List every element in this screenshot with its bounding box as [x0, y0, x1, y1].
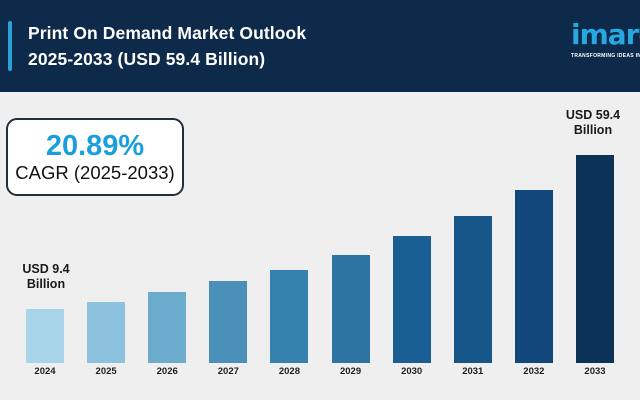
- title-accent-bar: [8, 21, 12, 71]
- imarc-logo: imarc TRANSFORMING IDEAS INTO IMPACT: [571, 18, 640, 60]
- bar-2033: [575, 155, 614, 363]
- bar-column-2029: 2029: [331, 255, 370, 378]
- bar-column-2032: 2032: [514, 190, 553, 378]
- bar-column-2027: 2027: [209, 281, 248, 378]
- page-title-line2: 2025-2033 (USD 59.4 Billion): [28, 49, 266, 69]
- imarc-logo-wordmark: imarc: [571, 18, 640, 51]
- page-title: Print On Demand Market Outlook 2025-2033…: [28, 20, 306, 72]
- x-tick-label-2029: 2029: [339, 366, 362, 377]
- end-value-line1: USD 59.4: [565, 108, 621, 122]
- x-tick-label-2027: 2027: [217, 366, 239, 377]
- bar-2027: [209, 281, 248, 363]
- start-value-annotation: USD 9.4 Billion: [1, 262, 91, 292]
- cagr-badge: 20.89% CAGR (2025-2033): [6, 118, 184, 196]
- bar-column-2024: 2024: [26, 309, 64, 378]
- bar-column-2033: 2033: [575, 155, 614, 378]
- cagr-label: CAGR (2025-2033): [15, 162, 175, 183]
- bar-2029: [331, 255, 370, 363]
- x-tick-label-2032: 2032: [523, 366, 545, 377]
- bar-2032: [514, 190, 553, 363]
- bar-2025: [87, 302, 126, 363]
- cagr-value: 20.89%: [45, 130, 145, 162]
- start-value-line1: USD 9.4: [22, 262, 70, 276]
- bar-column-2025: 2025: [87, 302, 126, 378]
- x-tick-label-2024: 2024: [34, 366, 56, 377]
- page-title-line1: Print On Demand Market Outlook: [28, 23, 307, 43]
- header-banner: Print On Demand Market Outlook 2025-2033…: [0, 0, 640, 92]
- x-tick-label-2028: 2028: [278, 366, 300, 377]
- bar-2031: [453, 216, 492, 363]
- bar-column-2026: 2026: [148, 292, 187, 378]
- x-tick-label-2026: 2026: [156, 366, 178, 377]
- x-tick-label-2031: 2031: [462, 366, 484, 377]
- end-value-line2: Billion: [573, 123, 613, 137]
- bar-2026: [148, 292, 187, 363]
- bar-chart: 2024 2025 2026 2027 2028 2029 2030 2031 2032 2033: [26, 155, 614, 378]
- bar-column-2028: 2028: [270, 270, 309, 378]
- end-value-annotation: USD 59.4 Billion: [548, 108, 638, 138]
- bar-column-2030: 2030: [392, 236, 431, 378]
- start-value-line2: Billion: [26, 277, 66, 291]
- bar-2024: [26, 309, 64, 363]
- x-tick-label-2030: 2030: [401, 366, 423, 377]
- imarc-logo-tagline: TRANSFORMING IDEAS INTO IMPACT: [571, 53, 640, 59]
- bar-column-2031: 2031: [453, 216, 492, 378]
- x-tick-label-2025: 2025: [95, 366, 117, 377]
- bar-2028: [270, 270, 309, 363]
- bar-2030: [392, 236, 431, 363]
- x-tick-label-2033: 2033: [584, 366, 606, 377]
